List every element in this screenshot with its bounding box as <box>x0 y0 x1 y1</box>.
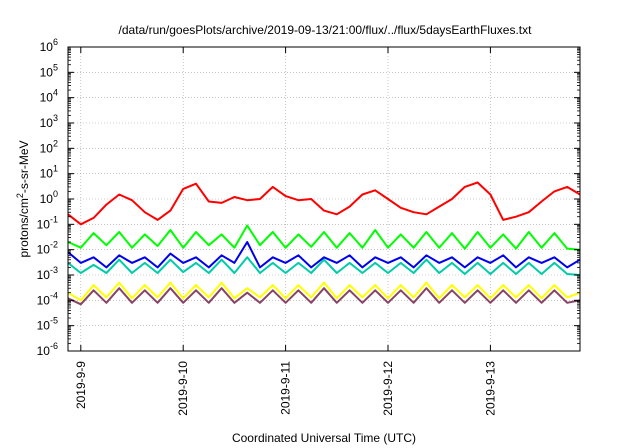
y-axis-label-suffix: -s-sr-MeV <box>17 140 31 193</box>
y-tick-label-base: 10 <box>37 217 51 231</box>
y-tick-label-exponent: -1 <box>50 214 58 224</box>
x-tick-label: 2019-9-13 <box>483 361 497 416</box>
y-tick-label-base: 10 <box>37 243 51 257</box>
y-tick-label-exponent: 6 <box>53 37 58 47</box>
y-tick-label: 102 <box>40 138 58 155</box>
y-tick-label-exponent: 1 <box>53 164 58 174</box>
y-tick-label-exponent: -4 <box>50 290 58 300</box>
y-tick-label-exponent: 5 <box>53 62 58 72</box>
y-tick-label-base: 10 <box>37 293 51 307</box>
y-tick-label: 103 <box>40 113 58 130</box>
y-tick-label-exponent: -3 <box>50 265 58 275</box>
y-tick-label: 10-4 <box>37 290 58 307</box>
x-tick-label: 2019-9-12 <box>381 361 395 416</box>
y-tick-label: 10-2 <box>37 240 58 257</box>
y-tick-label-exponent: -5 <box>50 316 58 326</box>
y-tick-label-base: 10 <box>37 268 51 282</box>
y-tick-label: 106 <box>40 37 58 54</box>
y-tick-label-base: 10 <box>40 40 54 54</box>
x-tick-label: 2019-9-9 <box>74 361 88 409</box>
x-tick-label: 2019-9-10 <box>176 361 190 416</box>
series-line <box>67 224 581 251</box>
y-tick-label-base: 10 <box>40 192 54 206</box>
y-tick-label-base: 10 <box>37 319 51 333</box>
y-tick-label: 101 <box>40 164 58 181</box>
y-tick-label-exponent: 0 <box>53 189 58 199</box>
y-tick-label-base: 10 <box>40 167 54 181</box>
series-line <box>67 256 581 276</box>
y-tick-label-base: 10 <box>40 141 54 155</box>
series-line <box>67 181 581 226</box>
series-line <box>67 281 581 302</box>
x-axis-tick-labels: 2019-9-9 2019-9-10 2019-9-11 2019-9-12 2019-… <box>74 361 498 416</box>
y-tick-label-exponent: 2 <box>53 138 58 148</box>
y-axis-label-prefix: protons/cm <box>17 198 31 257</box>
y-tick-label: 10-3 <box>37 265 58 282</box>
x-tick-label: 2019-9-11 <box>279 361 293 415</box>
y-tick-label: 10-1 <box>37 214 58 231</box>
y-tick-label-exponent: 3 <box>53 113 58 123</box>
y-tick-label: 10-5 <box>37 316 58 333</box>
series-group <box>67 181 581 306</box>
x-axis-label: Coordinated Universal Time (UTC) <box>232 431 416 445</box>
y-tick-label-base: 10 <box>40 116 54 130</box>
series-line <box>67 287 581 306</box>
y-tick-label-exponent: -2 <box>50 240 58 250</box>
y-tick-label-base: 10 <box>37 344 51 358</box>
y-axis-label: protons/cm2-s-sr-MeV <box>15 140 31 257</box>
axis-ticks <box>68 46 580 352</box>
y-tick-label: 105 <box>40 62 58 79</box>
series-line <box>67 241 581 269</box>
y-tick-label-exponent: 4 <box>53 88 58 98</box>
grid <box>68 47 580 351</box>
y-tick-label: 10-6 <box>37 341 58 358</box>
y-axis-label-sup: 2 <box>15 193 25 198</box>
y-tick-label-exponent: -6 <box>50 341 58 351</box>
y-tick-label-base: 10 <box>40 91 54 105</box>
y-axis-tick-labels: 10610510410310210110010-110-210-310-410-… <box>37 37 58 358</box>
y-tick-label: 104 <box>40 88 58 105</box>
y-tick-label-base: 10 <box>40 65 54 79</box>
y-tick-label: 100 <box>40 189 58 206</box>
chart-title: /data/run/goesPlots/archive/2019-09-13/2… <box>119 23 533 37</box>
